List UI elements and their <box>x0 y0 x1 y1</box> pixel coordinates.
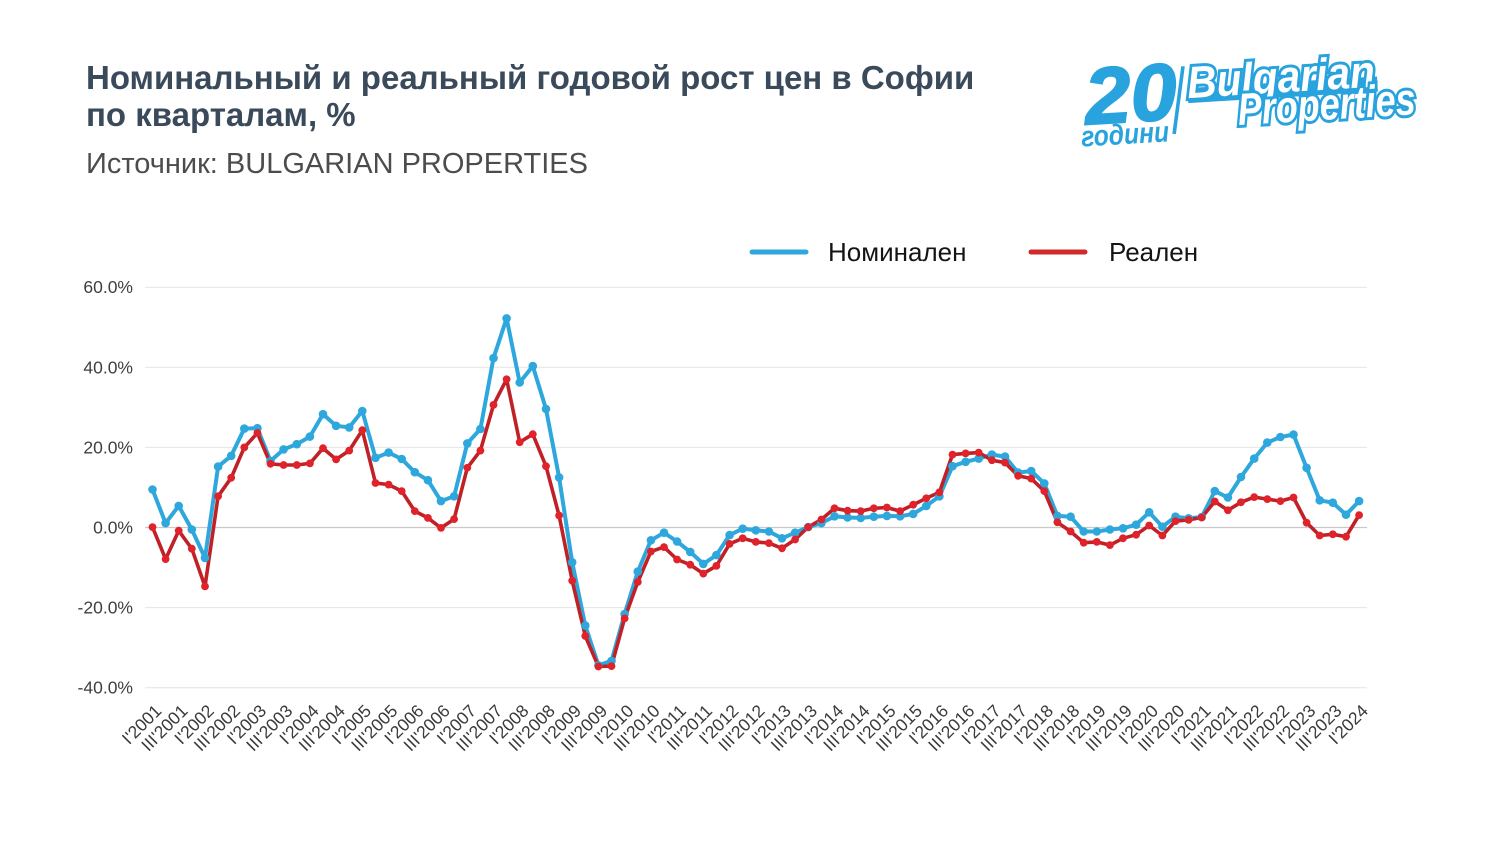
svg-text:Номинален: Номинален <box>828 237 966 267</box>
svg-text:20: 20 <box>1080 47 1179 142</box>
svg-text:Bulgarian: Bulgarian <box>1185 46 1376 108</box>
svg-text:години: години <box>1080 116 1170 153</box>
svg-text:0.0%: 0.0% <box>93 518 133 538</box>
svg-text:60.0%: 60.0% <box>83 277 133 297</box>
svg-text:-40.0%: -40.0% <box>78 678 133 698</box>
svg-text:Properties: Properties <box>1236 73 1417 135</box>
svg-text:Bulgarian: Bulgarian <box>1185 46 1376 108</box>
svg-text:-20.0%: -20.0% <box>78 598 133 618</box>
svg-text:Реален: Реален <box>1109 237 1198 267</box>
svg-text:40.0%: 40.0% <box>83 357 133 377</box>
svg-text:20.0%: 20.0% <box>83 437 133 457</box>
svg-text:Properties: Properties <box>1236 73 1417 135</box>
